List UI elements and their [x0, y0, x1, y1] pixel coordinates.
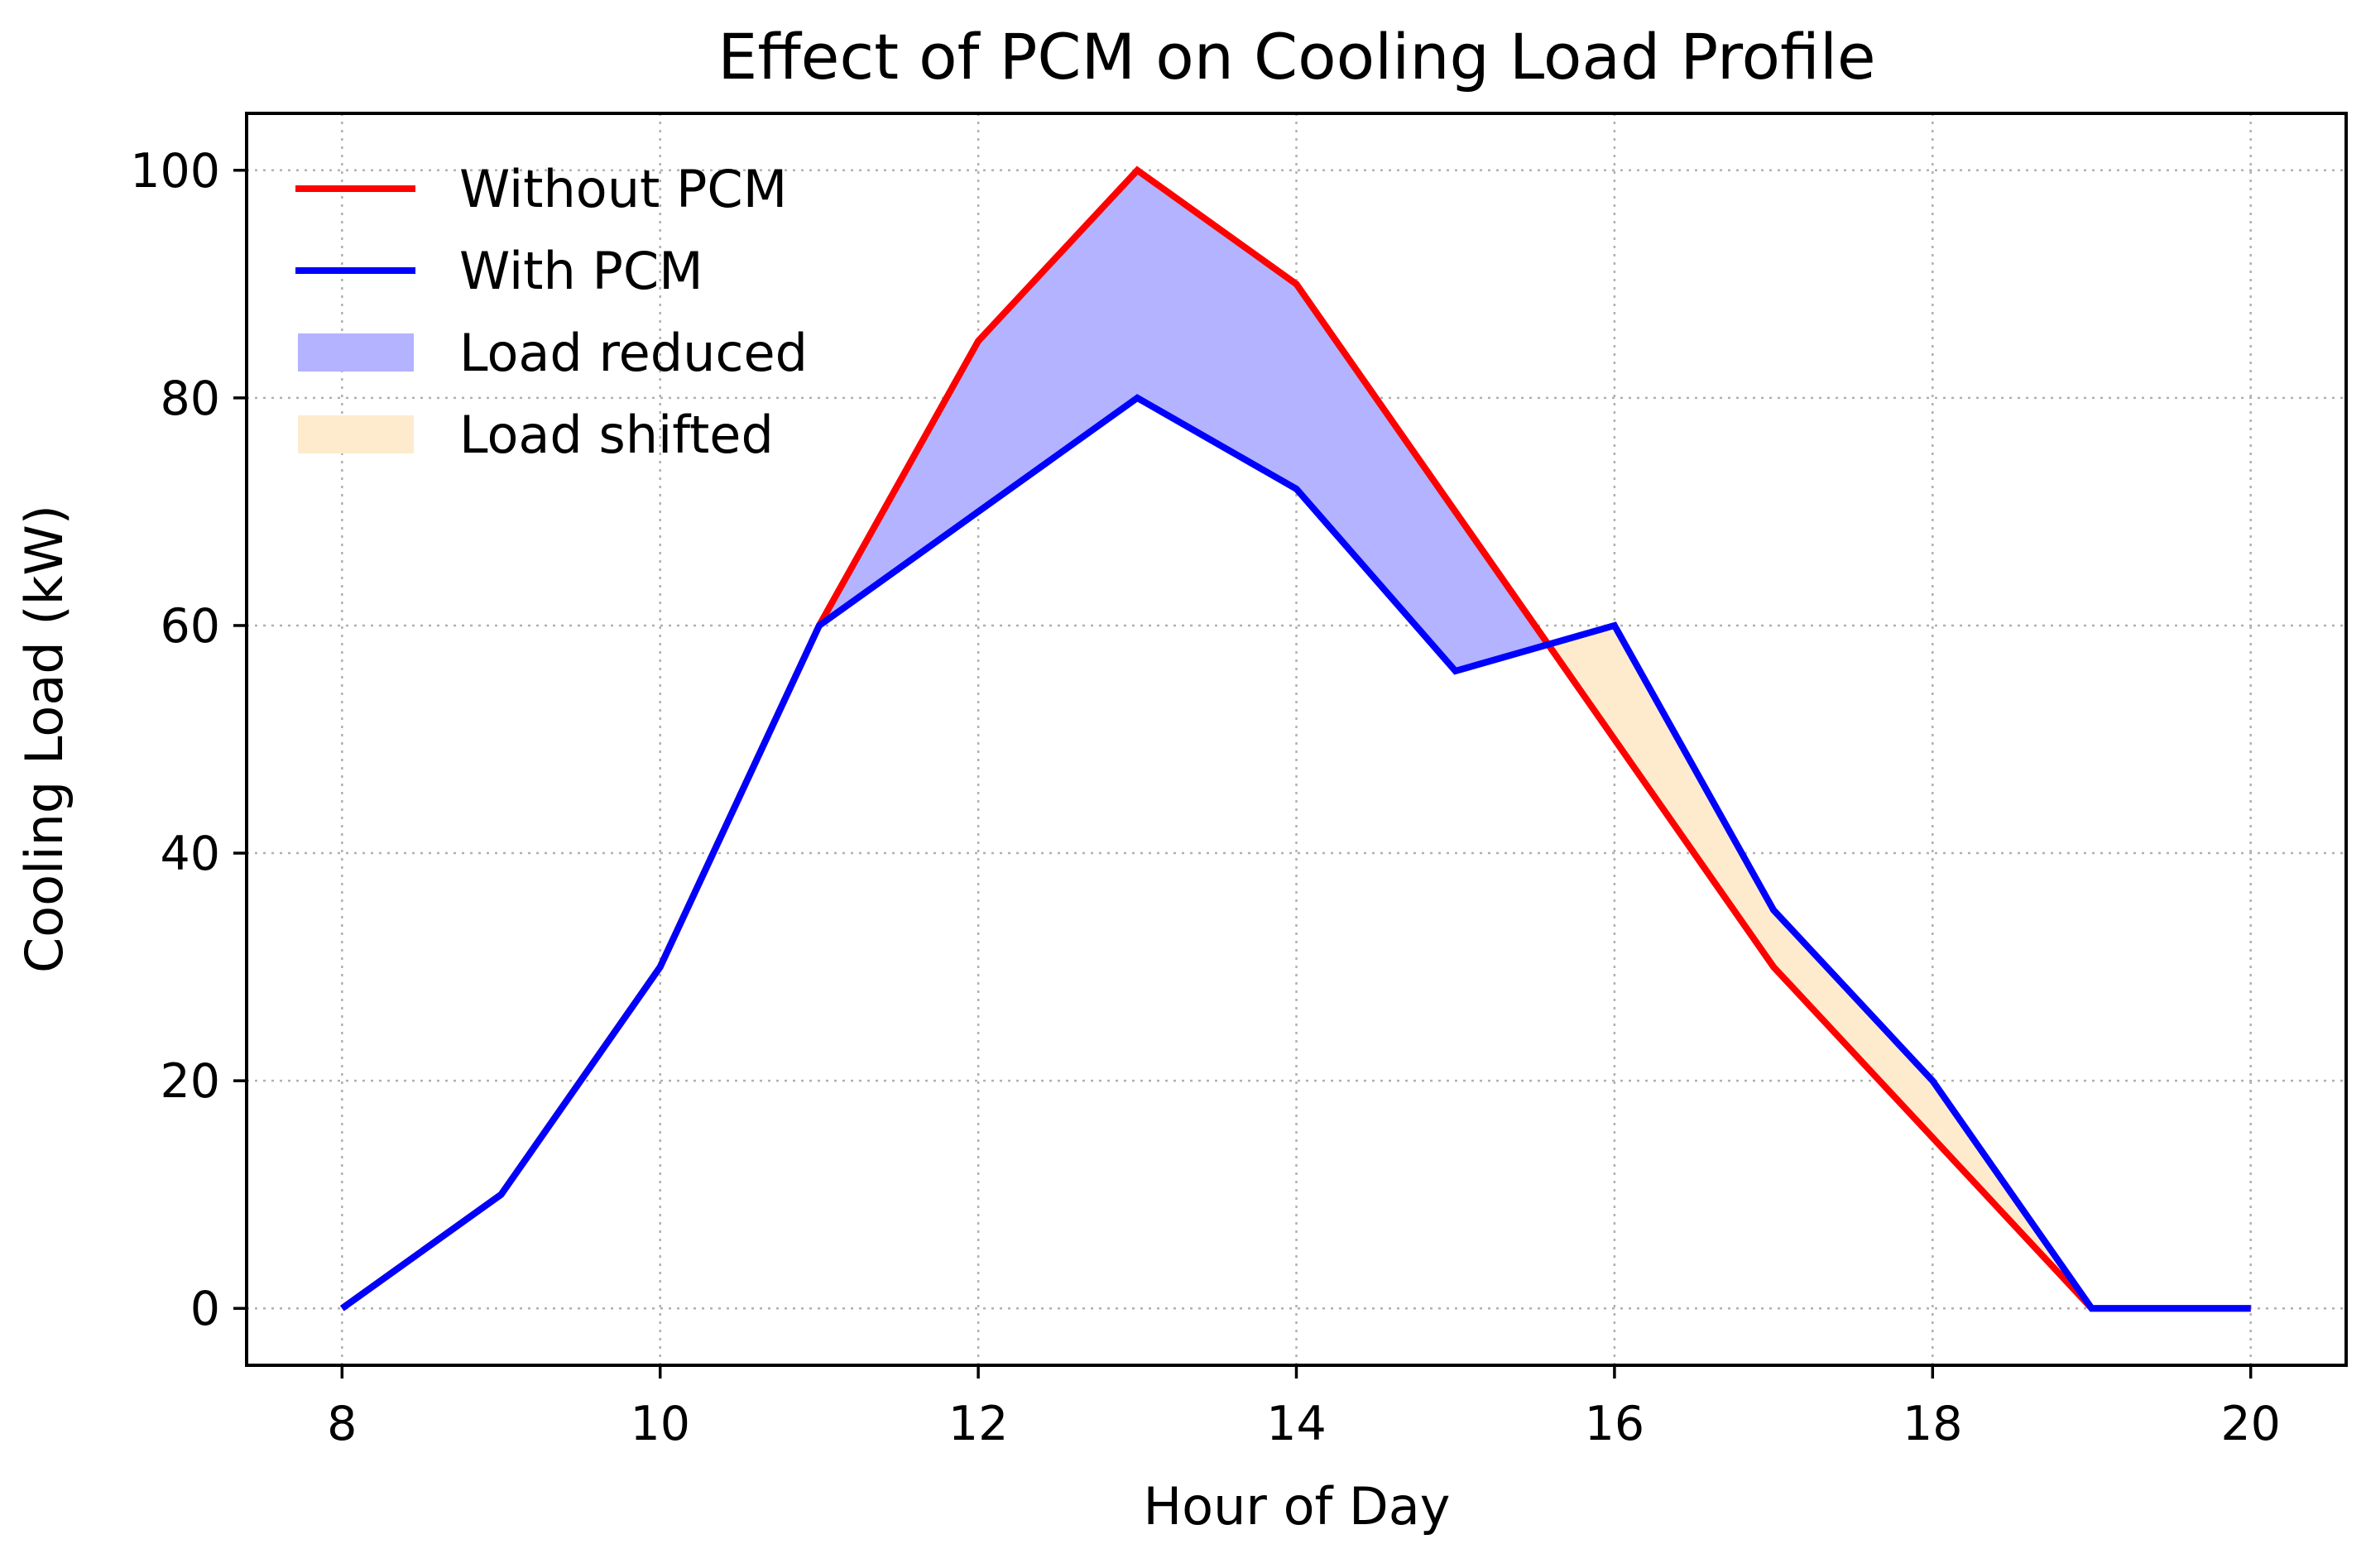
y-tick-label: 20	[160, 1054, 220, 1109]
fill-areas	[818, 169, 2092, 1309]
legend-with-pcm: With PCM	[295, 241, 703, 301]
legend-load-shifted-swatch	[298, 415, 414, 453]
load-shifted-area	[1773, 909, 1933, 1139]
legend-without-pcm: Without PCM	[295, 159, 787, 219]
legend: Without PCM With PCM Load reduced Load shif…	[295, 159, 808, 465]
x-tick-label: 16	[1585, 1397, 1645, 1451]
y-axis-title: Cooling Load (kW)	[14, 505, 74, 973]
y-tick-label: 40	[160, 827, 220, 881]
axis-ticks: 8 10 12 14 16 18 20 0 20 40 60 80 100	[130, 144, 2281, 1451]
load-shifted-area	[1614, 624, 1774, 969]
legend-load-reduced: Load reduced	[298, 323, 808, 383]
legend-load-shifted: Load shifted	[298, 405, 774, 465]
legend-with-pcm-label: With PCM	[459, 241, 703, 301]
series-lines	[339, 165, 2251, 1312]
chart-title: Effect of PCM on Cooling Load Profile	[717, 20, 1875, 94]
y-tick-label: 80	[160, 372, 220, 426]
x-tick-label: 20	[2220, 1397, 2281, 1451]
legend-load-shifted-label: Load shifted	[459, 405, 774, 465]
x-tick-label: 10	[630, 1397, 690, 1451]
legend-load-reduced-swatch	[298, 333, 414, 372]
legend-load-reduced-label: Load reduced	[459, 323, 808, 383]
x-tick-label: 14	[1266, 1397, 1327, 1451]
y-tick-label: 100	[130, 144, 220, 199]
y-tick-label: 0	[190, 1282, 220, 1336]
y-tick-label: 60	[160, 599, 220, 654]
x-axis-title: Hour of Day	[1144, 1476, 1451, 1537]
x-tick-label: 12	[948, 1397, 1009, 1451]
load-reduced-area	[977, 169, 1138, 513]
x-tick-label: 18	[1903, 1397, 1963, 1451]
legend-without-pcm-label: Without PCM	[459, 159, 787, 219]
with-pcm-line	[339, 394, 2251, 1312]
x-tick-label: 8	[327, 1397, 357, 1451]
